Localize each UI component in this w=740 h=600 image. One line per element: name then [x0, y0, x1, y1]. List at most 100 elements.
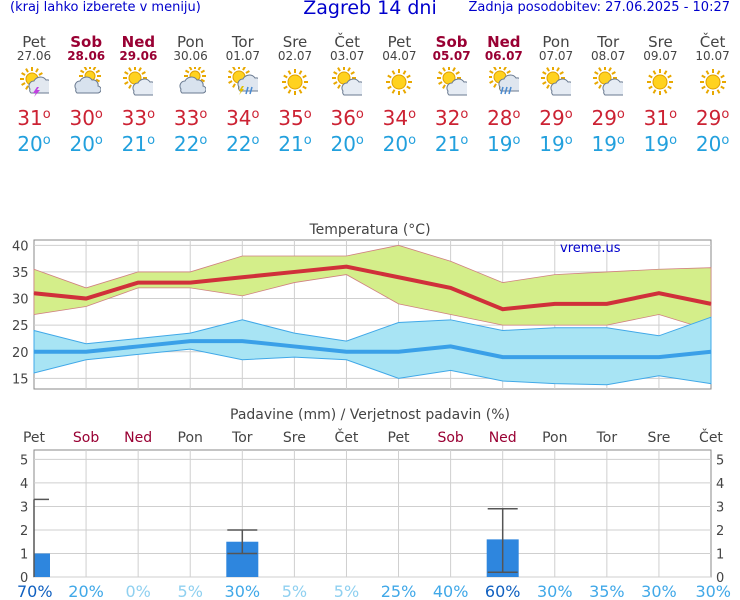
day-name: Ned	[487, 33, 521, 51]
min-temp-point	[241, 340, 243, 342]
precip-day-label: Pon	[542, 430, 567, 446]
max-temp-point	[710, 303, 712, 305]
precip-day-label: Ned	[489, 430, 517, 446]
sun-icon	[699, 69, 726, 95]
day-date: 28.06	[67, 49, 106, 63]
min-temp-point	[502, 356, 504, 358]
min-temp-point	[85, 351, 87, 353]
max-temp: 32o	[434, 106, 469, 130]
day-column: Sre 09.07 31o 19o	[634, 34, 686, 155]
min-temp-point	[658, 356, 660, 358]
sun-cloud-storm-icon	[227, 67, 258, 95]
min-temp-point	[137, 345, 139, 347]
precip-probability: 5%	[282, 582, 307, 600]
max-temp-point	[241, 276, 243, 278]
day-column: Ned 06.07 28o 19o	[478, 34, 530, 155]
max-temp: 29o	[695, 106, 730, 130]
day-date: 04.07	[382, 49, 417, 63]
max-temp-point	[554, 303, 556, 305]
min-temp-point	[450, 345, 452, 347]
sun-cloud-icon	[593, 67, 624, 96]
day-date: 08.07	[591, 49, 626, 63]
precip-y-tick-right: 1	[716, 547, 724, 562]
precip-probability: 5%	[178, 582, 203, 600]
min-temp-point	[345, 351, 347, 353]
precip-probability: 0%	[125, 582, 150, 600]
sun-cloud-thunder-icon	[20, 67, 49, 97]
day-name: Tor	[597, 33, 620, 51]
day-date: 30.06	[173, 49, 208, 63]
day-date: 01.07	[225, 49, 260, 63]
day-name: Čet	[699, 33, 726, 51]
max-temp: 30o	[69, 106, 103, 130]
precip-day-label: Ned	[124, 430, 152, 446]
day-column: Pon 30.06 33o 22o	[165, 34, 217, 155]
day-column: Tor 01.07 34o 22o	[217, 34, 269, 155]
day-name: Čet	[334, 33, 360, 51]
precip-y-tick-left: 3	[20, 500, 28, 515]
temperature-title: Temperatura (°C)	[308, 222, 430, 238]
sun-icon	[647, 69, 674, 95]
daily-forecast-strip: Pet 27.06 31o 20o Sob 28.06 30o 20o Ned 29.06 33o 2…	[8, 34, 740, 169]
day-date: 05.07	[432, 49, 471, 63]
precip-y-tick-left: 1	[20, 547, 28, 562]
day-date: 10.07	[695, 49, 730, 63]
max-temp: 29o	[539, 106, 573, 130]
page-title: Zagreb 14 dni	[303, 0, 437, 19]
temperature-y-tick: 15	[12, 372, 29, 387]
max-temp-point	[85, 298, 87, 300]
last-updated: Zadnja posodobitev: 27.06.2025 - 10:27	[468, 0, 730, 15]
max-temp: 34o	[226, 106, 260, 130]
max-temp: 35o	[278, 106, 312, 130]
min-temp-point	[554, 356, 556, 358]
min-temp-point	[33, 351, 35, 353]
max-temp: 29o	[591, 106, 625, 130]
day-date: 27.06	[16, 49, 52, 63]
day-name: Sob	[70, 33, 103, 51]
precip-probability: 40%	[433, 582, 469, 600]
max-temp: 34o	[382, 106, 417, 130]
temperature-y-tick: 30	[12, 293, 29, 308]
precip-day-label: Pet	[388, 430, 411, 446]
day-name: Sre	[282, 33, 308, 51]
max-temp: 33o	[121, 106, 156, 130]
precip-day-label: Tor	[231, 430, 253, 446]
max-temp-point	[137, 282, 139, 284]
precip-probability: 30%	[537, 582, 573, 600]
precip-probability: 5%	[334, 582, 359, 600]
day-column: Sob 05.07 32o 21o	[426, 34, 478, 155]
precip-y-tick-right: 4	[716, 477, 724, 492]
max-temp: 28o	[487, 106, 521, 130]
location-hint: (kraj lahko izberete v meniju)	[10, 0, 201, 15]
min-temp: 22o	[226, 132, 260, 156]
min-temp: 21o	[121, 132, 156, 156]
day-column: Čet 03.07 36o 20o	[321, 34, 373, 155]
precip-bar	[34, 553, 50, 577]
day-name: Pon	[176, 33, 205, 51]
day-column: Pet 27.06 31o 20o	[8, 34, 60, 155]
day-column: Pon 07.07 29o 19o	[530, 34, 582, 155]
max-temp: 33o	[173, 106, 208, 130]
precip-day-label: Sob	[73, 430, 99, 446]
precip-y-tick-right: 2	[716, 524, 724, 539]
precipitation-title: Padavine (mm) / Verjetnost padavin (%)	[230, 407, 510, 423]
precip-day-label: Sob	[437, 430, 463, 446]
min-temp: 22o	[173, 132, 208, 156]
precip-probability: 20%	[68, 582, 104, 600]
min-temp-point	[189, 340, 191, 342]
day-date: 07.07	[538, 49, 574, 63]
day-column: Čet 10.07 29o 20o	[687, 34, 739, 155]
precip-day-label: Tor	[596, 430, 618, 446]
day-name: Pon	[542, 33, 570, 51]
precip-y-tick-left: 2	[20, 524, 28, 539]
temperature-y-tick: 35	[12, 266, 29, 281]
day-date: 02.07	[277, 49, 313, 63]
day-column: Sre 02.07 35o 21o	[269, 34, 321, 155]
sun-cloud-icon	[332, 67, 363, 96]
precip-day-label: Pon	[178, 430, 203, 446]
sun-cloud-icon	[541, 67, 571, 96]
day-name: Pet	[387, 33, 412, 51]
day-date: 29.06	[119, 49, 158, 63]
max-temp-point	[450, 287, 452, 289]
